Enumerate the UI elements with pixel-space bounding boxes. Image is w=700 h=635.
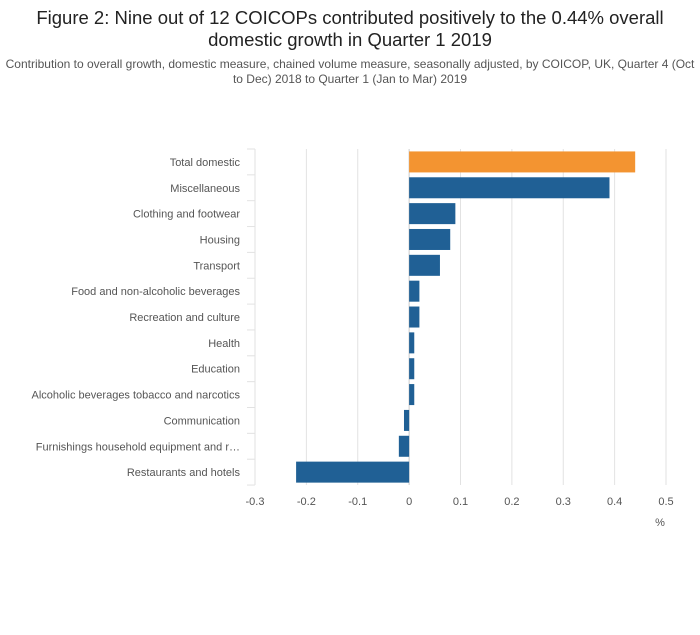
- bar[interactable]: [409, 254, 440, 276]
- x-axis-ticks: -0.3 -0.2 -0.1 0 0.1 0.2 0.3 0.4 0.5: [246, 496, 674, 508]
- x-tick-label: 0.5: [658, 496, 673, 508]
- category-label: Restaurants and hotels: [127, 467, 241, 479]
- category-label: Housing: [200, 234, 240, 246]
- x-tick-label: 0.2: [504, 496, 519, 508]
- x-tick-label: 0.3: [556, 496, 571, 508]
- category-label: Alcoholic beverages tobacco and narcotic…: [31, 390, 240, 402]
- bar[interactable]: [409, 384, 415, 406]
- category-label: Clothing and footwear: [133, 209, 240, 221]
- category-label: Health: [208, 338, 240, 350]
- category-label: Food and non-alcoholic beverages: [71, 286, 240, 298]
- bar[interactable]: [398, 435, 410, 457]
- chart-title: Figure 2: Nine out of 12 COICOPs contrib…: [36, 7, 664, 50]
- x-tick-label: -0.3: [246, 496, 265, 508]
- category-label: Communication: [164, 415, 240, 427]
- x-axis-unit-label: %: [655, 517, 665, 529]
- bar[interactable]: [409, 332, 415, 354]
- x-tick-label: 0.1: [453, 496, 468, 508]
- x-tick-label: -0.2: [297, 496, 316, 508]
- bar[interactable]: [296, 461, 410, 483]
- bar[interactable]: [409, 203, 456, 225]
- category-label: Miscellaneous: [170, 183, 240, 195]
- bar[interactable]: [409, 177, 610, 199]
- bar[interactable]: [409, 151, 636, 173]
- bar[interactable]: [409, 280, 420, 302]
- bar[interactable]: [409, 358, 415, 380]
- category-label: Total domestic: [170, 157, 241, 169]
- category-label: Education: [191, 364, 240, 376]
- chart-subtitle: Contribution to overall growth, domestic…: [5, 57, 695, 86]
- bars: [296, 151, 636, 483]
- bar[interactable]: [409, 228, 451, 250]
- category-label: Furnishings household equipment and r…: [36, 441, 240, 453]
- x-tick-label: 0.4: [607, 496, 622, 508]
- bar[interactable]: [403, 409, 410, 431]
- category-labels: Total domestic Miscellaneous Clothing and …: [31, 157, 240, 479]
- x-tick-label: 0: [406, 496, 412, 508]
- category-label: Transport: [193, 260, 240, 272]
- grid-lines: [247, 148, 667, 486]
- bar[interactable]: [409, 306, 420, 328]
- x-tick-label: -0.1: [348, 496, 367, 508]
- category-label: Recreation and culture: [129, 312, 240, 324]
